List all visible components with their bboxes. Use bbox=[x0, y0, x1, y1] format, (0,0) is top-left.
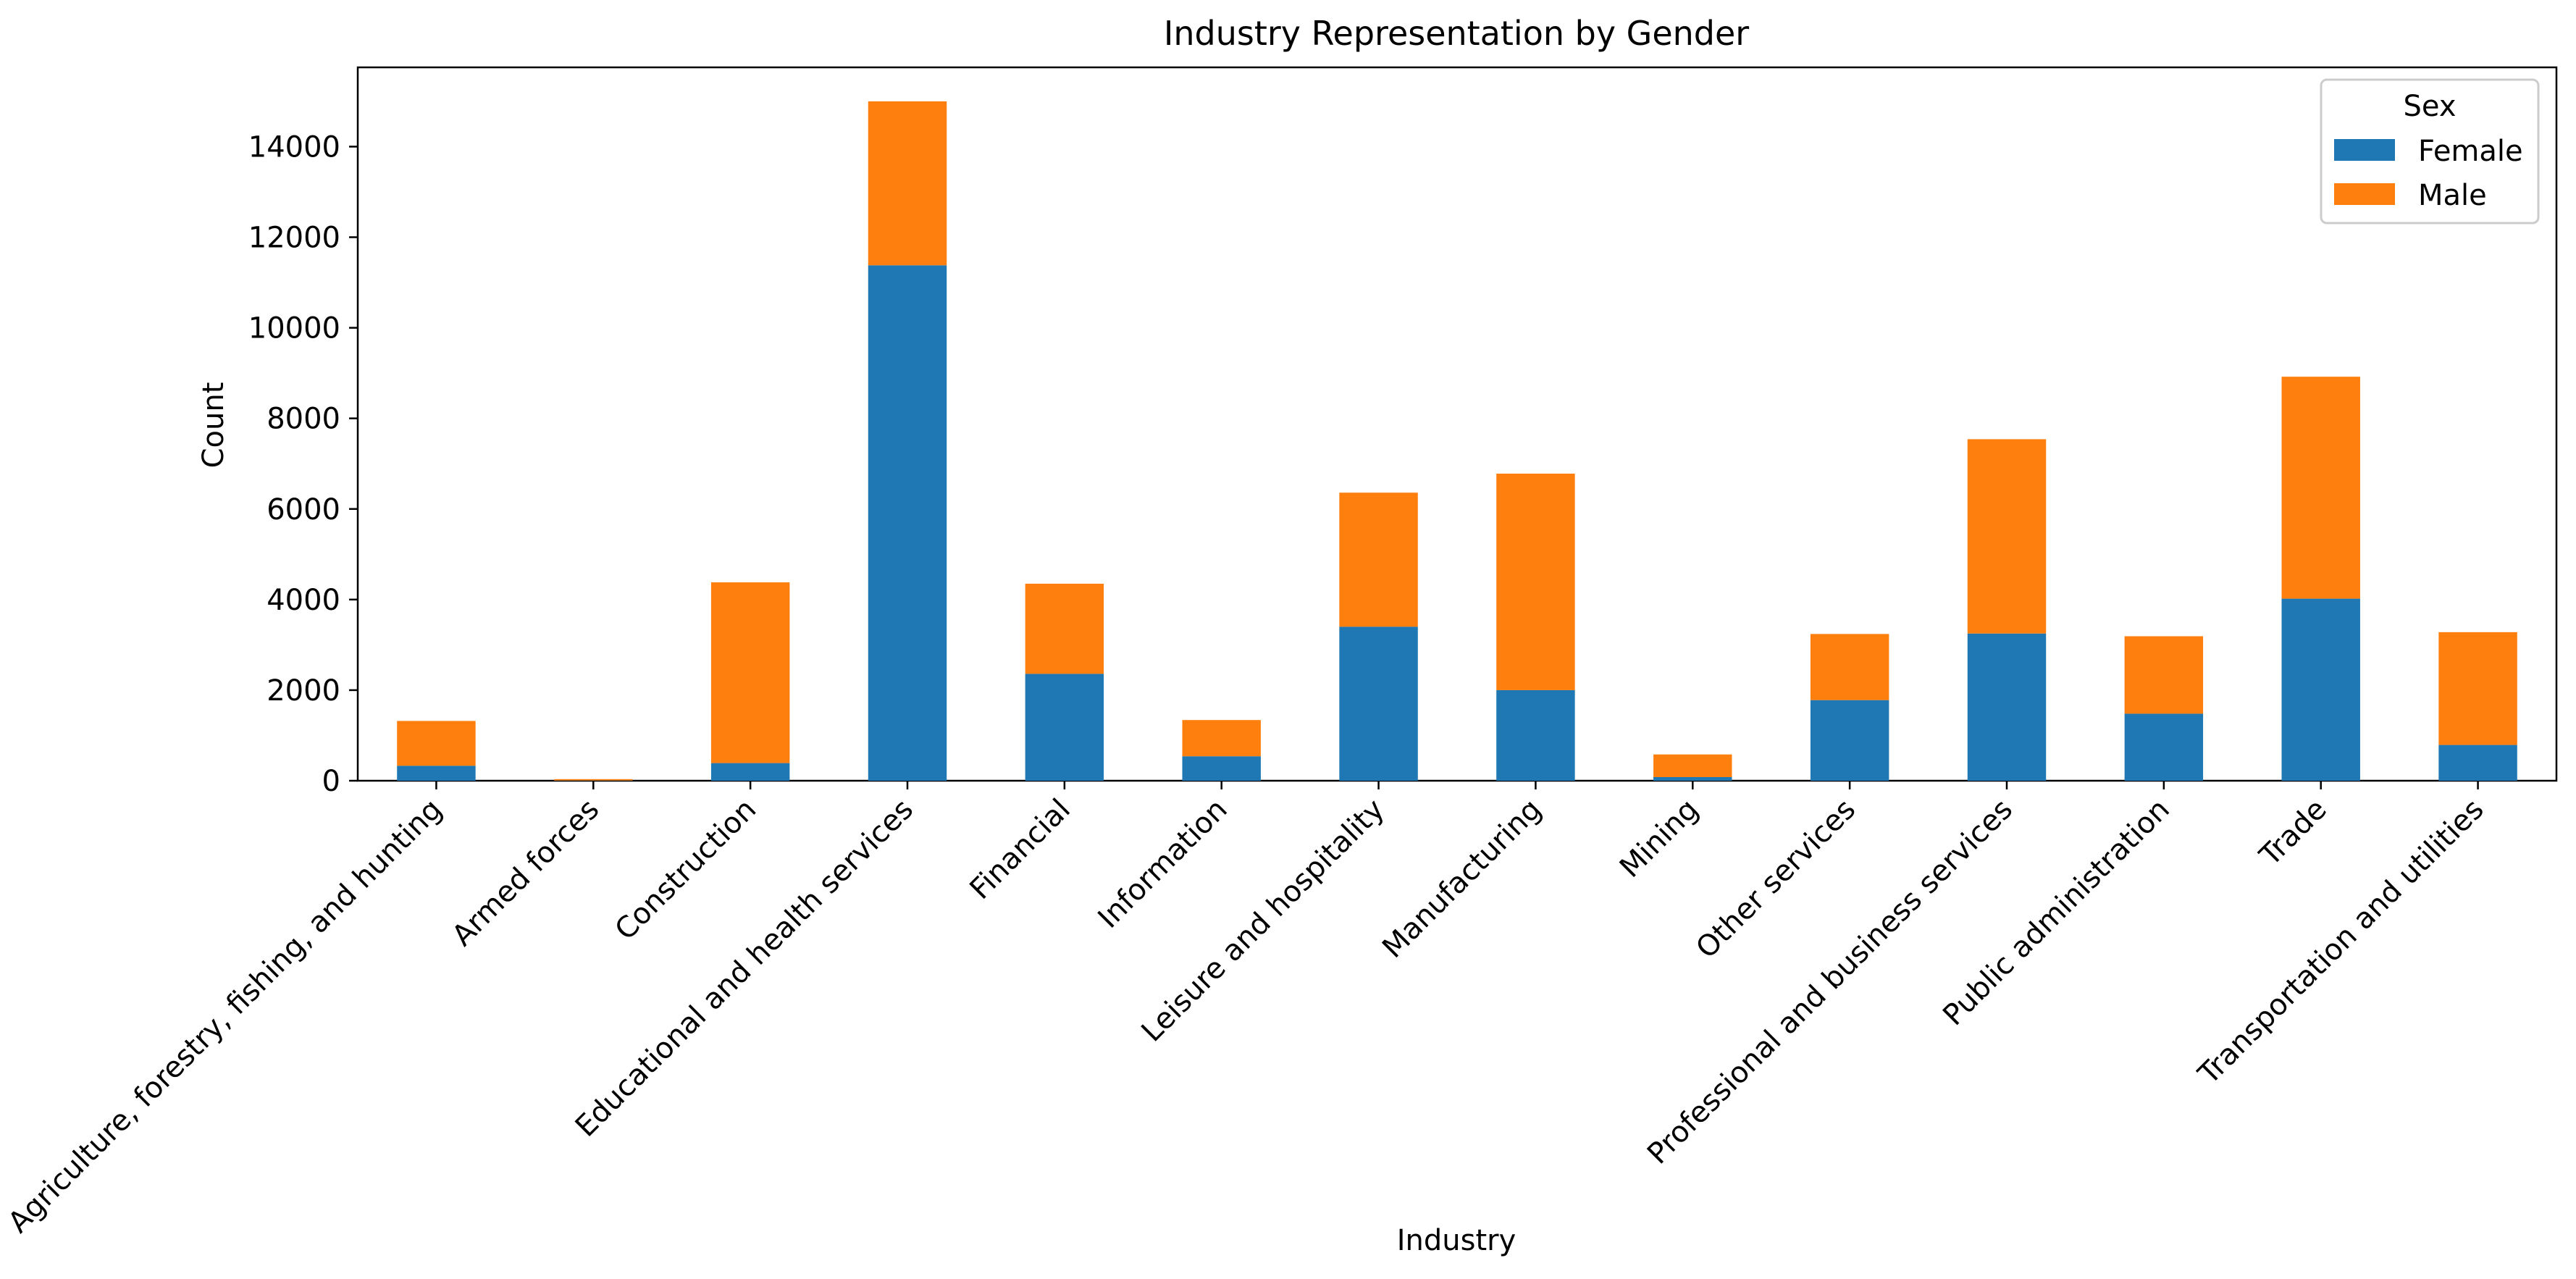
x-axis-label: Industry bbox=[1397, 1224, 1516, 1257]
legend-swatch-male bbox=[2334, 183, 2395, 205]
bar-female-agriculture-forestry-fishing-and-hunting bbox=[397, 766, 476, 781]
y-tick-label: 8000 bbox=[267, 403, 340, 436]
bar-male-professional-and-business-services bbox=[1967, 439, 2047, 634]
bar-female-mining bbox=[1653, 776, 1732, 781]
y-tick-label: 12000 bbox=[248, 222, 340, 255]
bar-male-educational-and-health-services bbox=[868, 101, 947, 266]
x-tick-label: Other services bbox=[1690, 793, 1862, 965]
y-tick-label: 2000 bbox=[267, 674, 340, 708]
bar-female-trade bbox=[2281, 598, 2360, 781]
x-tick-label: Information bbox=[1092, 793, 1234, 935]
x-axis: Agriculture, forestry, fishing, and hunt… bbox=[2, 781, 2491, 1239]
legend: Sex Female Male bbox=[2320, 78, 2540, 225]
bar-male-construction bbox=[710, 582, 790, 763]
plot-area bbox=[356, 66, 2558, 782]
x-tick-label: Construction bbox=[609, 793, 763, 947]
x-tick-label: Educational and health services bbox=[569, 793, 920, 1144]
x-tick-label: Armed forces bbox=[445, 793, 605, 953]
bar-female-educational-and-health-services bbox=[868, 265, 947, 781]
bar-male-armed-forces bbox=[554, 779, 633, 781]
bar-male-financial bbox=[1025, 583, 1104, 674]
legend-title: Sex bbox=[2404, 90, 2457, 123]
y-tick-label: 10000 bbox=[248, 312, 340, 345]
x-tick-label: Manufacturing bbox=[1376, 793, 1548, 965]
bar-male-transportation-and-utilities bbox=[2438, 632, 2517, 745]
bar-male-mining bbox=[1653, 754, 1732, 777]
bar-female-information bbox=[1182, 756, 1261, 781]
chart-title: Industry Representation by Gender bbox=[1164, 14, 1749, 53]
y-tick-label: 6000 bbox=[267, 493, 340, 527]
bar-male-manufacturing bbox=[1496, 473, 1575, 690]
bars bbox=[397, 101, 2517, 781]
bar-female-leisure-and-hospitality bbox=[1339, 626, 1418, 781]
bar-female-other-services bbox=[1810, 700, 1889, 781]
bar-male-agriculture-forestry-fishing-and-hunting bbox=[397, 721, 476, 766]
x-tick-label: Trade bbox=[2253, 793, 2333, 873]
legend-swatch-female bbox=[2334, 139, 2395, 161]
legend-label-female: Female bbox=[2418, 135, 2523, 168]
y-axis-label: Count bbox=[197, 382, 230, 469]
bar-male-information bbox=[1182, 720, 1261, 757]
y-tick-label: 4000 bbox=[267, 584, 340, 617]
bar-male-public-administration bbox=[2124, 636, 2204, 714]
y-axis: 0 2000 4000 6000 8000 10000 12000 14000 bbox=[248, 130, 358, 798]
plot-frame bbox=[356, 66, 2558, 782]
bar-female-construction bbox=[710, 763, 790, 781]
y-tick-label: 14000 bbox=[248, 130, 340, 164]
bar-female-transportation-and-utilities bbox=[2438, 745, 2517, 781]
bar-male-other-services bbox=[1810, 634, 1889, 700]
y-tick-label: 0 bbox=[322, 765, 340, 798]
bar-male-trade bbox=[2281, 377, 2360, 599]
x-tick-label: Professional and business services bbox=[1641, 793, 2019, 1171]
x-tick-label: Agriculture, forestry, fishing, and hunt… bbox=[2, 793, 449, 1240]
bar-female-manufacturing bbox=[1496, 689, 1575, 781]
x-tick-label: Mining bbox=[1614, 793, 1705, 884]
x-tick-label: Transportation and utilities bbox=[2191, 793, 2490, 1091]
x-tick-label: Financial bbox=[964, 793, 1077, 906]
legend-label-male: Male bbox=[2418, 179, 2487, 212]
bar-male-leisure-and-hospitality bbox=[1339, 492, 1418, 627]
bar-female-public-administration bbox=[2124, 713, 2204, 781]
bar-female-financial bbox=[1025, 674, 1104, 781]
bar-female-professional-and-business-services bbox=[1967, 633, 2047, 781]
